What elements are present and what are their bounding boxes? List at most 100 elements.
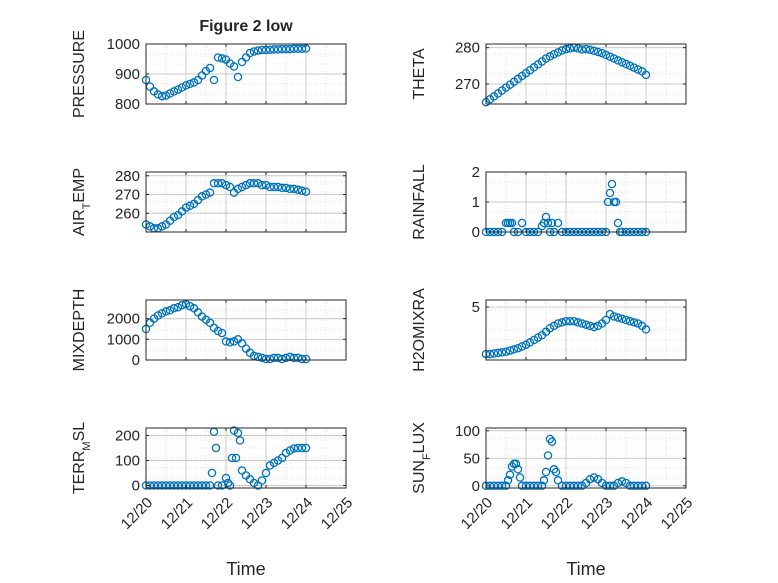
y-tick-label: 280 <box>455 40 480 57</box>
data-point <box>565 44 575 53</box>
data-point <box>625 61 635 71</box>
data-point <box>597 48 607 58</box>
data-point <box>211 443 221 453</box>
data-point <box>161 481 171 490</box>
data-point <box>601 481 611 491</box>
data-point <box>261 180 271 190</box>
data-point <box>273 353 283 363</box>
data-point <box>573 44 583 53</box>
data-point <box>569 481 579 491</box>
data-point <box>213 53 223 62</box>
data-point <box>207 468 217 478</box>
data-point <box>533 481 543 491</box>
data-point <box>625 481 635 491</box>
data-point <box>217 179 227 188</box>
data-point <box>613 313 623 322</box>
y-tick-label: 0 <box>472 224 480 241</box>
data-point <box>641 70 651 80</box>
y-tick-label: 2000 <box>107 311 140 328</box>
data-point <box>269 45 279 54</box>
data-point <box>549 49 559 59</box>
data-point <box>213 179 223 188</box>
y-tick-label: 800 <box>115 96 140 113</box>
axes-box <box>485 299 687 361</box>
data-point <box>149 481 159 490</box>
data-point <box>557 46 567 55</box>
data-point <box>537 481 547 491</box>
data-point <box>289 444 299 453</box>
data-point <box>589 473 599 482</box>
data-point <box>543 218 553 228</box>
data-point <box>185 79 195 89</box>
data-point <box>289 353 299 363</box>
data-point <box>505 346 515 355</box>
data-point <box>641 481 651 491</box>
data-point <box>517 342 527 351</box>
y-tick-label: 5 <box>472 299 480 316</box>
data-point <box>277 354 287 364</box>
data-point <box>621 315 631 325</box>
data-point <box>157 91 167 101</box>
data-point <box>493 348 503 358</box>
data-point <box>209 75 219 85</box>
axes-box <box>145 171 347 233</box>
data-point <box>189 481 199 490</box>
data-point <box>205 481 215 490</box>
data-point <box>253 46 263 55</box>
data-point <box>293 44 303 54</box>
data-point <box>277 44 287 54</box>
data-point <box>543 451 553 460</box>
data-point <box>265 182 275 192</box>
data-point <box>493 481 503 491</box>
data-point <box>221 473 231 483</box>
data-point <box>261 468 271 478</box>
data-point <box>603 197 613 207</box>
data-point <box>289 44 299 54</box>
data-point <box>629 318 639 327</box>
data-point <box>277 183 287 193</box>
data-point <box>201 481 211 490</box>
figure-title: Figure 2 low <box>199 18 293 35</box>
data-point <box>265 45 275 54</box>
subplot-top-left: 800 900 1000 PRESSURE Figure 2 low <box>71 18 347 118</box>
data-point <box>505 470 515 480</box>
data-point <box>181 481 191 490</box>
data-point <box>601 50 611 60</box>
data-point <box>257 180 267 190</box>
data-point <box>629 481 639 491</box>
data-point <box>539 476 549 485</box>
data-point <box>165 481 175 490</box>
data-point <box>269 353 279 363</box>
data-point <box>225 338 235 347</box>
data-point <box>221 180 231 190</box>
data-point <box>193 481 203 490</box>
data-point <box>161 307 171 316</box>
data-point <box>489 349 499 358</box>
data-point <box>557 318 567 327</box>
data-point <box>497 348 507 357</box>
y-tick-label: 50 <box>463 450 480 467</box>
data-point <box>289 184 299 194</box>
data-point <box>197 192 207 201</box>
data-point <box>197 481 207 490</box>
data-point <box>261 354 271 364</box>
data-point <box>489 481 499 491</box>
data-point <box>497 481 507 491</box>
y-tick-label: 270 <box>455 76 480 93</box>
data-point <box>153 481 163 490</box>
data-point <box>589 46 599 56</box>
data-point <box>205 63 215 73</box>
data-point <box>297 443 307 453</box>
y-axis-label: THETA <box>411 48 428 100</box>
data-point <box>581 44 591 54</box>
data-point <box>169 481 179 490</box>
data-point <box>617 314 627 324</box>
y-tick-label: 0 <box>472 478 480 495</box>
y-tick-label: 1 <box>472 194 480 211</box>
data-point <box>213 326 223 336</box>
data-point <box>181 203 191 212</box>
data-point <box>601 315 611 325</box>
data-point <box>225 182 235 192</box>
data-point <box>547 218 557 228</box>
